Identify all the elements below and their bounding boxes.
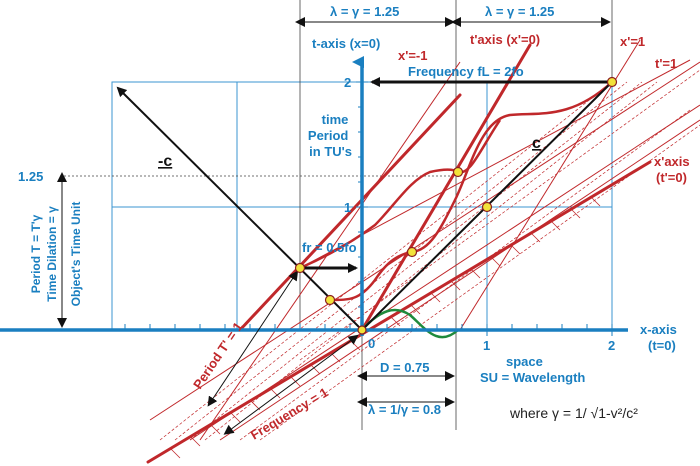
black-dimension-lines <box>57 172 455 435</box>
t-tick-2: 2 <box>344 75 351 90</box>
period-t-line3: Object's Time Unit <box>69 202 83 307</box>
light-line-neg-c <box>116 86 363 331</box>
period-t-line1: Period T = T'γ <box>29 214 43 293</box>
space-label: space SU = Wavelength <box>480 354 585 385</box>
t-prime-1-label: t'=1 <box>655 56 677 71</box>
lambda-label-top-left: λ = γ = 1.25 <box>330 4 399 19</box>
red-thin-lines <box>149 39 700 441</box>
t-prime-axis-label: t'axis (x'=0) <box>470 32 540 47</box>
x-tick-1: 1 <box>483 338 490 353</box>
value-125-label: 1.25 <box>18 169 43 184</box>
period-t-rotated-label: Period T = T'γ Time Dilation = γ Object'… <box>29 202 83 307</box>
x-tick-0: 0 <box>368 336 375 351</box>
t-tick-1: 1 <box>344 200 351 215</box>
blue-axes <box>0 56 628 336</box>
x-prime-neg1-label: x'=-1 <box>398 48 427 63</box>
x-tick-2: 2 <box>608 338 615 353</box>
lambda-label-top-right: λ = γ = 1.25 <box>485 4 554 19</box>
lambda-bottom-label: λ = 1/γ = 0.8 <box>368 402 441 417</box>
gamma-formula: where γ = 1/ √1-v²/c² <box>509 405 638 421</box>
frequency-fl-label: Frequency fL = 2fo <box>408 64 524 79</box>
t-axis-ticks <box>356 81 368 308</box>
green-wave <box>361 308 459 339</box>
neg-c-label: -c <box>158 153 172 170</box>
c-label: c <box>532 135 541 152</box>
event-dots <box>294 76 618 335</box>
x-axis-label: x-axis (t=0) <box>640 322 681 353</box>
time-period-label: time Period in TU's <box>308 112 352 159</box>
red-wave-curves <box>299 81 613 302</box>
period-t-line2: Time Dilation = γ <box>45 206 59 302</box>
x-prime-axis-label: x'axis (t'=0) <box>654 154 693 185</box>
t-axis-label: t-axis (x=0) <box>312 36 380 51</box>
black-lines <box>116 77 613 331</box>
fr-label: fr = 0.5fo <box>302 240 357 255</box>
x-prime-1-label: x'=1 <box>620 34 645 49</box>
d-label: D = 0.75 <box>380 360 430 375</box>
